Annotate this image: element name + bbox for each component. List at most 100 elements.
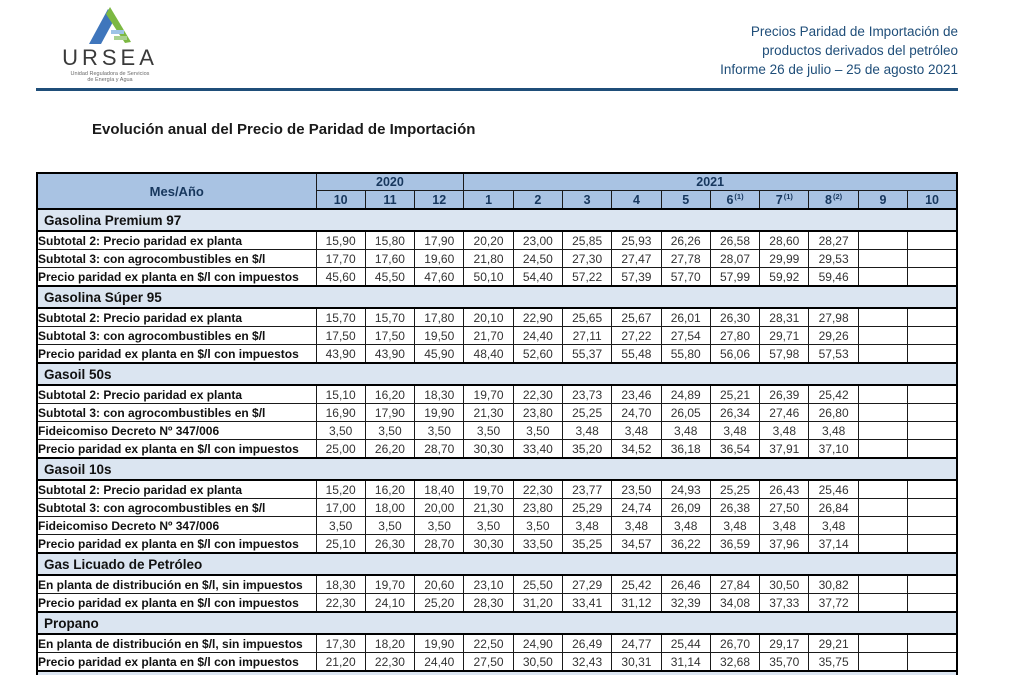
value-cell: 17,80 [414, 307, 465, 327]
month-header: 8(2) [808, 190, 859, 210]
value-cell: 3,50 [315, 516, 366, 535]
row-label: En planta de distribución en $/l, sin im… [36, 633, 317, 653]
value-cell: 34,52 [611, 439, 662, 459]
value-cell [907, 633, 958, 653]
value-cell: 3,48 [759, 516, 810, 535]
value-cell: 27,80 [709, 326, 761, 345]
value-cell [857, 307, 909, 327]
value-cell: 28,70 [414, 439, 465, 459]
value-cell: 3,50 [512, 516, 563, 535]
value-cell: 26,49 [561, 633, 613, 653]
value-cell: 3,48 [709, 421, 761, 440]
table-row: Subtotal 2: Precio paridad ex planta 15,2… [36, 479, 958, 499]
value-cell: 27,30 [561, 249, 613, 268]
value-cell [907, 652, 958, 672]
value-cell: 36,22 [660, 534, 711, 554]
table-row: Precio paridad ex planta en $/l con impu… [36, 652, 958, 672]
value-cell: 26,84 [808, 498, 859, 517]
value-cell: 24,74 [611, 498, 662, 517]
value-cell: 59,92 [759, 267, 810, 287]
value-cell: 27,46 [759, 403, 810, 422]
value-cell [907, 534, 958, 554]
value-cell: 27,84 [709, 574, 761, 594]
value-cell: 23,80 [512, 498, 563, 517]
value-cell: 25,50 [512, 574, 563, 594]
value-cell: 26,46 [660, 574, 711, 594]
value-cell: 34,08 [709, 593, 761, 613]
value-cell: 45,50 [364, 267, 416, 287]
value-cell: 3,48 [709, 516, 761, 535]
value-cell: 24,70 [611, 403, 662, 422]
row-label: Precio paridad ex planta en $/l con impu… [36, 593, 317, 613]
value-cell: 57,99 [709, 267, 761, 287]
value-cell: 25,21 [709, 384, 761, 404]
value-cell: 24,10 [364, 593, 416, 613]
value-cell: 27,78 [660, 249, 711, 268]
value-cell [907, 479, 958, 499]
value-cell [857, 403, 909, 422]
value-cell: 37,10 [808, 439, 859, 459]
value-cell: 25,25 [561, 403, 613, 422]
value-cell: 15,90 [315, 230, 366, 250]
value-cell: 26,39 [759, 384, 810, 404]
value-cell [857, 439, 909, 459]
value-cell: 18,20 [364, 633, 416, 653]
month-header: 11 [364, 190, 416, 210]
value-cell [907, 574, 958, 594]
value-cell: 19,70 [463, 479, 514, 499]
value-cell: 19,60 [414, 249, 465, 268]
value-cell: 35,25 [561, 534, 613, 554]
value-cell [857, 633, 909, 653]
value-cell: 35,20 [561, 439, 613, 459]
value-cell: 50,10 [463, 267, 514, 287]
value-cell: 26,38 [709, 498, 761, 517]
value-cell: 21,20 [315, 652, 366, 672]
value-cell: 3,50 [414, 421, 465, 440]
value-cell: 22,50 [463, 633, 514, 653]
row-label: Fideicomiso Decreto Nº 347/006 [36, 516, 317, 535]
section-title: Gasoil 50s [36, 362, 958, 386]
ursea-logo: URSEA Unidad Reguladora de Servicios de … [55, 6, 165, 83]
value-cell: 26,34 [709, 403, 761, 422]
row-label: Subtotal 2: Precio paridad ex planta [36, 307, 317, 327]
section-title: Gasolina Premium 97 [36, 208, 958, 232]
value-cell: 24,77 [611, 633, 662, 653]
value-cell: 19,70 [463, 384, 514, 404]
value-cell: 20,10 [463, 307, 514, 327]
value-cell: 35,70 [759, 652, 810, 672]
section-title: Propano [36, 611, 958, 635]
value-cell: 19,50 [414, 326, 465, 345]
value-cell: 3,48 [561, 421, 613, 440]
value-cell [907, 421, 958, 440]
value-cell: 22,30 [364, 652, 416, 672]
value-cell: 19,90 [414, 633, 465, 653]
value-cell: 43,90 [315, 344, 366, 364]
value-cell: 31,20 [512, 593, 563, 613]
value-cell: 24,50 [512, 249, 563, 268]
row-label: Subtotal 2: Precio paridad ex planta [36, 384, 317, 404]
section-row: Propano [36, 611, 958, 635]
value-cell: 22,30 [512, 479, 563, 499]
ursea-wordmark: URSEA [62, 45, 158, 70]
report-title-line2: productos derivados del petróleo [762, 43, 958, 58]
value-cell: 3,50 [463, 516, 514, 535]
row-label: Precio paridad ex planta en $/l con impu… [36, 344, 317, 364]
value-cell: 3,48 [660, 421, 711, 440]
value-cell: 28,70 [414, 534, 465, 554]
value-cell: 47,60 [414, 267, 465, 287]
value-cell: 33,40 [512, 439, 563, 459]
value-cell: 30,30 [463, 534, 514, 554]
value-cell: 23,46 [611, 384, 662, 404]
value-cell: 17,90 [364, 403, 416, 422]
month-footnote-marker: (1) [783, 191, 793, 201]
value-cell [857, 652, 909, 672]
value-cell [857, 344, 909, 364]
value-cell: 28,31 [759, 307, 810, 327]
value-cell: 16,20 [364, 384, 416, 404]
value-cell: 3,48 [660, 516, 711, 535]
value-cell: 36,18 [660, 439, 711, 459]
value-cell: 3,48 [611, 421, 662, 440]
value-cell [857, 384, 909, 404]
value-cell: 57,70 [660, 267, 711, 287]
value-cell: 21,30 [463, 498, 514, 517]
